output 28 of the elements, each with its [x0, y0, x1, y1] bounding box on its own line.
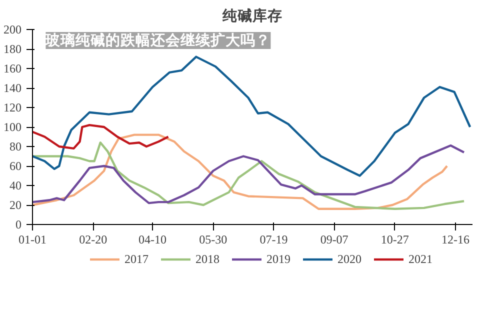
- y-tick-label: 160: [4, 62, 22, 76]
- chart-title: 纯碱库存: [222, 6, 282, 24]
- y-tick-label: 0: [16, 218, 22, 232]
- y-tick-label: 100: [4, 120, 22, 134]
- x-tick-label: 02-20: [79, 232, 108, 246]
- y-tick-label: 40: [10, 178, 22, 192]
- y-tick-label: 120: [4, 100, 22, 114]
- x-tick-label: 04-10: [138, 232, 166, 246]
- legend-label: 2019: [266, 252, 290, 266]
- x-tick-label: 01-01: [18, 232, 46, 246]
- annotation: 玻璃纯碱的跌幅还会继续扩大吗？: [44, 31, 271, 49]
- x-tick-label: 07-19: [260, 232, 288, 246]
- y-tick-label: 180: [4, 42, 22, 56]
- legend-label: 2018: [196, 252, 220, 266]
- x-tick-label: 05-30: [199, 232, 228, 246]
- x-tick-label: 09-07: [320, 232, 348, 246]
- x-tick-label: 10-27: [380, 232, 409, 246]
- legend-label: 2021: [408, 252, 432, 266]
- y-tick-label: 20: [10, 198, 22, 212]
- line-series: [32, 124, 170, 150]
- legend-label: 2017: [124, 252, 148, 266]
- y-tick-label: 200: [4, 22, 22, 36]
- y-tick-label: 140: [4, 81, 22, 95]
- y-tick-label: 60: [10, 159, 22, 173]
- y-tick-label: 80: [10, 140, 22, 154]
- x-tick-label: 12-16: [442, 232, 470, 246]
- line-series: [32, 56, 472, 177]
- legend-label: 2020: [338, 252, 362, 266]
